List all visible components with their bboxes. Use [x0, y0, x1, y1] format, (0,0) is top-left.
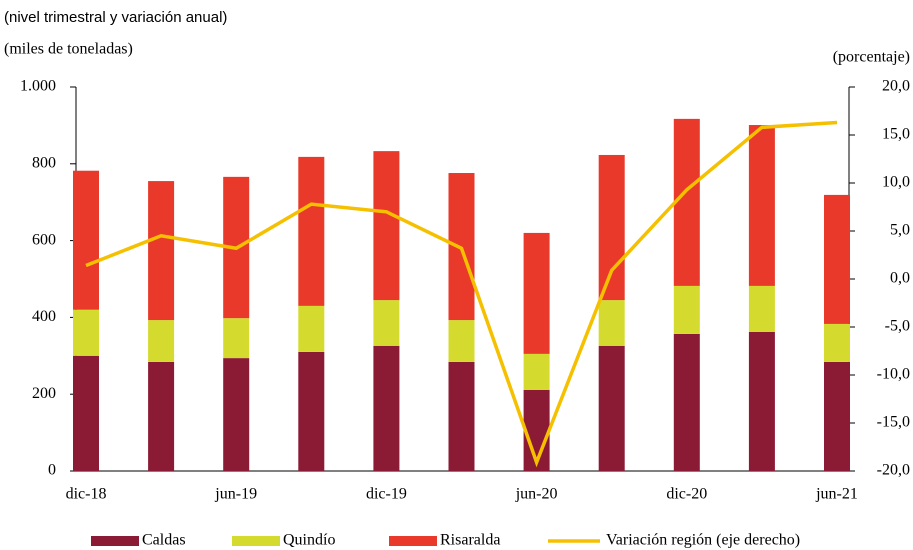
bar [223, 318, 250, 359]
y-tick-label: 400 [32, 308, 56, 325]
bar [598, 300, 625, 346]
bar [448, 361, 475, 471]
y2-tick-label: 5,0 [890, 222, 910, 239]
legend-label: Caldas [142, 532, 186, 549]
bar [148, 320, 175, 362]
bar [748, 331, 775, 471]
bar [298, 305, 325, 352]
bar [373, 300, 400, 346]
bar [598, 154, 625, 301]
bar [223, 358, 250, 471]
bar [298, 351, 325, 471]
bar [824, 361, 850, 471]
bar [373, 345, 400, 471]
legend-swatch [91, 536, 139, 546]
bar [598, 345, 625, 471]
bar [448, 320, 475, 362]
legend-swatch [232, 536, 280, 546]
y2-tick-label: 15,0 [882, 126, 910, 143]
bar [824, 323, 850, 362]
bar [523, 232, 550, 354]
x-tick-label: jun-19 [214, 486, 257, 503]
legend-label: Variación región (eje derecho) [606, 532, 800, 549]
y-tick-label: 200 [32, 385, 56, 402]
y-tick-label: 600 [32, 231, 56, 248]
bar [73, 170, 99, 310]
y2-tick-label: -5,0 [885, 318, 910, 335]
bar [673, 118, 700, 286]
y-tick-label: 0 [48, 462, 56, 479]
y2-tick-label: -15,0 [877, 414, 910, 431]
y2-tick-label: -20,0 [877, 462, 910, 479]
bar [148, 361, 175, 471]
x-tick-label: dic-19 [366, 486, 407, 503]
y2-tick-label: 20,0 [882, 78, 910, 95]
line [85, 120, 838, 468]
bar [148, 181, 175, 321]
bar [73, 309, 99, 356]
y-tick-label: 800 [32, 154, 56, 171]
x-tick-label: jun-21 [815, 486, 858, 503]
x-tick-label: jun-20 [515, 486, 558, 503]
bar [748, 125, 775, 286]
bar [748, 285, 775, 332]
bar [298, 156, 325, 306]
bar [373, 151, 400, 301]
y2-tick-label: 0,0 [890, 270, 910, 287]
bar [824, 194, 850, 324]
bar [523, 353, 550, 390]
y2-axis-label: (porcentaje) [833, 49, 910, 66]
y-axis-label: (miles de toneladas) [4, 41, 133, 58]
legend-swatch [389, 536, 437, 546]
y2-tick-label: -10,0 [877, 366, 910, 383]
legend-label: Risaralda [440, 532, 500, 549]
x-tick-label: dic-20 [666, 486, 707, 503]
bar [673, 333, 700, 471]
y2-tick-label: 10,0 [882, 174, 910, 191]
legend-label: Quindío [283, 532, 335, 549]
bar [673, 285, 700, 334]
chart-title: (nivel trimestral y variación anual) [4, 9, 227, 26]
x-tick-label: dic-18 [66, 486, 107, 503]
y-tick-label: 1.000 [20, 78, 56, 95]
bar [73, 355, 99, 471]
